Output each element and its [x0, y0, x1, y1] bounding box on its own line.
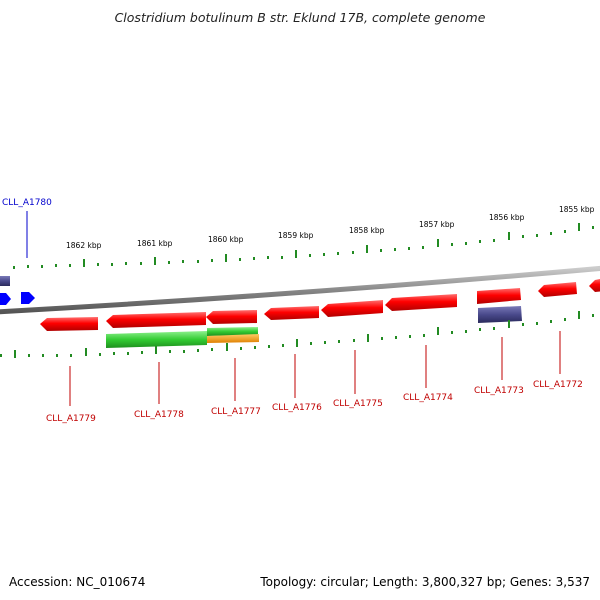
kbp-label-1855: 1855 kbp	[559, 205, 595, 214]
green-feature-long[interactable]	[106, 331, 207, 348]
gene-arrow-CLL_A1776[interactable]	[264, 306, 319, 320]
kbp-label-1857: 1857 kbp	[419, 220, 455, 229]
gene-arrow-CLL_A1777[interactable]	[206, 310, 257, 324]
orange-feature[interactable]	[207, 334, 259, 343]
purple-feature-left[interactable]	[0, 276, 10, 286]
gene-arrow-CLL_A1772-partial[interactable]	[589, 278, 600, 292]
gene-label-CLL_A1780[interactable]: CLL_A1780	[2, 198, 52, 208]
genome-backbone	[0, 265, 600, 315]
gene-arrow-CLL_A1772[interactable]	[538, 282, 577, 297]
purple-feature-CLL_A1773[interactable]	[478, 306, 522, 323]
genome-summary-text: Topology: circular; Length: 3,800,327 bp…	[260, 575, 590, 589]
gene-arrow-CLL_A1779[interactable]	[40, 317, 98, 331]
green-feature-short[interactable]	[207, 327, 258, 336]
gene-arrow-CLL_A1774[interactable]	[385, 294, 457, 311]
label-leader-lines	[26, 211, 561, 406]
blue-arrow-feature-1[interactable]	[0, 293, 11, 305]
accession-text: Accession: NC_010674	[9, 575, 146, 589]
gene-label-CLL_A1772[interactable]: CLL_A1772	[533, 380, 583, 390]
gene-label-CLL_A1773[interactable]: CLL_A1773	[474, 386, 524, 396]
gene-label-CLL_A1777[interactable]: CLL_A1777	[211, 407, 261, 417]
kbp-label-1861: 1861 kbp	[137, 239, 173, 248]
kbp-label-1856: 1856 kbp	[489, 213, 525, 222]
kbp-label-1859: 1859 kbp	[278, 231, 314, 240]
gene-arrow-CLL_A1775[interactable]	[321, 300, 383, 317]
gene-label-CLL_A1774[interactable]: CLL_A1774	[403, 393, 453, 403]
gene-label-CLL_A1775[interactable]: CLL_A1775	[333, 399, 383, 409]
kbp-label-1862: 1862 kbp	[66, 241, 102, 250]
genome-title: Clostridium botulinum B str. Eklund 17B,…	[114, 10, 486, 25]
kbp-label-1858: 1858 kbp	[349, 226, 385, 235]
gene-arrow-CLL_A1778[interactable]	[106, 312, 206, 328]
gene-label-CLL_A1778[interactable]: CLL_A1778	[134, 410, 184, 420]
gene-arrow-CLL_A1773[interactable]	[477, 288, 521, 304]
gene-label-CLL_A1779[interactable]: CLL_A1779	[46, 414, 96, 424]
upper-tick-row	[13, 223, 594, 269]
kbp-label-1860: 1860 kbp	[208, 235, 244, 244]
lower-tick-row	[0, 311, 594, 358]
gene-label-CLL_A1776[interactable]: CLL_A1776	[272, 403, 322, 413]
blue-arrow-feature-2[interactable]	[21, 292, 35, 304]
